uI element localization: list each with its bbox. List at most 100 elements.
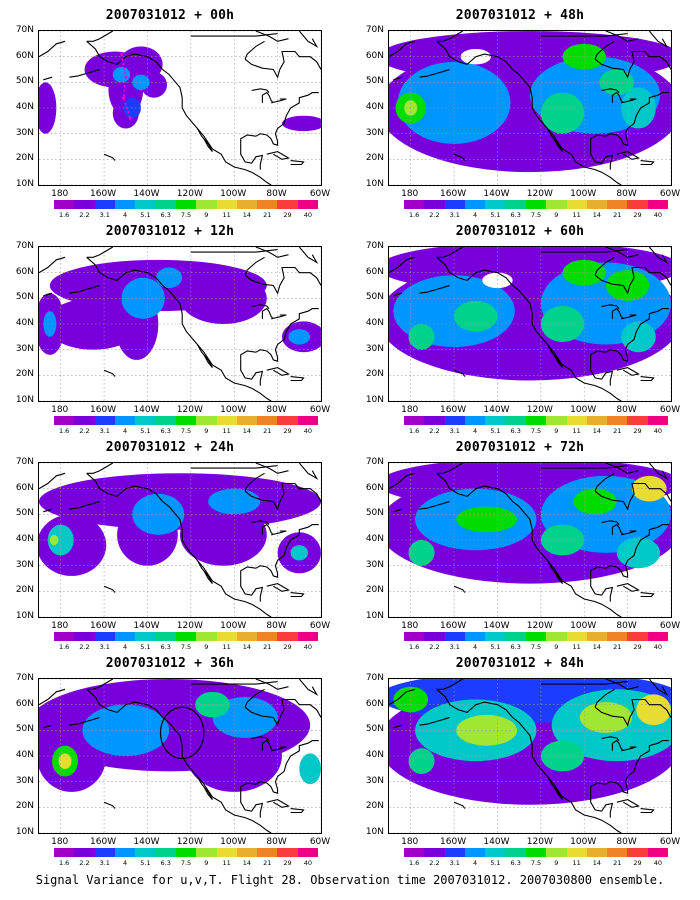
coastline — [436, 40, 622, 185]
colorbar-swatch — [236, 848, 258, 857]
coastline — [540, 33, 628, 37]
coastline — [240, 791, 264, 818]
colorbar-labels: 1.6 2.2 3.1 4 5.1 6.3 7.5 9 11 14 21 29 40 — [54, 643, 318, 652]
coastline — [290, 592, 305, 598]
lon-tick-label: 120W — [526, 189, 553, 199]
colorbar-swatch — [525, 416, 547, 425]
variance-contour — [112, 66, 131, 83]
lon-tick-label: 120W — [176, 189, 203, 199]
coastline — [436, 256, 622, 401]
lon-tick-label: 100W — [220, 621, 247, 631]
coastline — [69, 716, 100, 726]
colorbar-swatch — [627, 200, 648, 209]
colorbar-label: 14 — [592, 859, 602, 867]
colorbar-swatch — [464, 848, 486, 857]
lat-tick-label: 20N — [15, 369, 34, 380]
coastline — [270, 530, 287, 536]
colorbar-label: 5.1 — [140, 427, 151, 435]
colorbar-label: 7.5 — [530, 211, 542, 219]
colorbar-swatch — [424, 848, 445, 857]
coastline — [546, 128, 563, 152]
coastline — [393, 76, 403, 81]
variance-contour — [540, 740, 585, 772]
coastline — [389, 256, 416, 274]
lat-tick-label: 50N — [365, 508, 384, 519]
colorbar-labels: 1.6 2.2 3.1 4 5.1 6.3 7.5 9 11 14 21 29 40 — [404, 211, 668, 220]
coastline — [601, 304, 620, 309]
coastline — [266, 367, 291, 376]
coastline — [605, 31, 639, 42]
coastline — [39, 472, 66, 490]
lat-tick-label: 10N — [15, 395, 34, 405]
coastline — [540, 465, 628, 469]
colorbar-swatch — [114, 200, 136, 209]
coastline — [436, 31, 464, 42]
lat-tick-label: 50N — [15, 76, 34, 87]
colorbar-swatch — [54, 848, 75, 857]
colorbar-swatch — [155, 848, 176, 857]
colorbar-label: 7.5 — [180, 859, 192, 867]
colorbar-swatch — [566, 416, 587, 425]
lon-tick-label: 160W — [440, 189, 467, 199]
colorbar — [404, 632, 669, 641]
lon-tick-label: 140W — [133, 621, 160, 631]
lon-tick-label: 100W — [220, 837, 247, 847]
colorbar-label: 40 — [653, 859, 662, 867]
colorbar-swatch — [135, 416, 156, 425]
coastline — [244, 256, 265, 276]
coastline — [266, 799, 291, 808]
coastline — [244, 688, 265, 708]
coastline — [594, 50, 671, 79]
colorbar-label: 40 — [653, 643, 662, 651]
colorbar-label: 40 — [303, 859, 312, 867]
coastline — [103, 369, 116, 377]
lat-tick-label: 70N — [15, 241, 34, 251]
coastline — [298, 31, 319, 48]
colorbar-label: 5.1 — [140, 859, 151, 867]
variance-contour — [195, 691, 230, 718]
colorbar-swatch — [257, 200, 278, 209]
colorbar-label: 6.3 — [510, 859, 521, 867]
colorbar-label: 6.3 — [160, 427, 171, 435]
coastline — [590, 524, 669, 578]
colorbar-swatch — [607, 200, 628, 209]
lon-tick-label: 80W — [616, 837, 637, 847]
colorbar-swatch — [175, 200, 197, 209]
coastline — [640, 160, 655, 166]
colorbar-swatch — [485, 632, 506, 641]
coastline — [255, 247, 289, 258]
variance-contour — [290, 545, 308, 561]
colorbar-label: 21 — [613, 643, 622, 651]
colorbar-label: 2.2 — [79, 643, 90, 651]
lat-tick-label: 20N — [15, 801, 34, 812]
colorbar-label: 6.3 — [160, 211, 171, 219]
colorbar-swatch — [94, 848, 115, 857]
panel-title: 2007031012 + 60h — [455, 224, 585, 239]
colorbar-label: 2.2 — [429, 859, 440, 867]
coastline — [103, 153, 116, 161]
coastline — [590, 359, 614, 386]
flight-track — [120, 53, 131, 119]
coastline — [244, 50, 321, 79]
coastline — [594, 698, 671, 727]
colorbar-label: 21 — [263, 427, 272, 435]
colorbar-label: 5.1 — [140, 643, 151, 651]
colorbar-label: 40 — [303, 643, 312, 651]
forecast-panel: 2007031012 + 24h 70N 60N 50N 40N 30N 20N 10N 180… — [0, 440, 340, 652]
colorbar-swatch — [74, 416, 95, 425]
colorbar-label: 21 — [613, 427, 622, 435]
coastline — [594, 688, 615, 708]
colorbar-label: 14 — [592, 211, 602, 219]
colorbar-swatch — [216, 200, 237, 209]
coastline — [389, 688, 416, 706]
colorbar-label: 14 — [592, 427, 602, 435]
colorbar-swatch — [586, 416, 608, 425]
panel-title: 2007031012 + 48h — [455, 8, 585, 23]
panel-title: 2007031012 + 00h — [105, 8, 235, 23]
colorbar-label: 4 — [122, 643, 128, 651]
coastline — [240, 740, 319, 794]
colorbar-label: 9 — [554, 211, 559, 219]
coastline — [620, 530, 637, 536]
variance-map — [389, 31, 671, 185]
colorbar-label: 11 — [222, 427, 231, 435]
